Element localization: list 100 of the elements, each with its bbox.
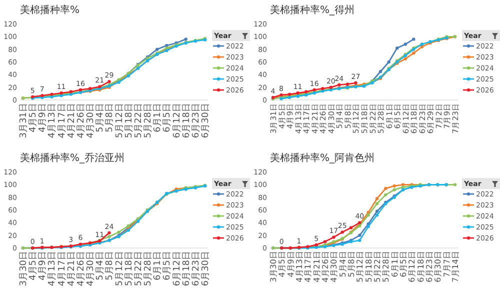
x-tick-label: 4月13日: [48, 251, 58, 286]
point: [412, 52, 416, 55]
x-tick-label: 5月4日: [96, 103, 106, 132]
point: [117, 230, 120, 234]
x-tick-label: 5月8日: [347, 251, 356, 278]
point: [354, 81, 358, 84]
x-tick-label: 4月26日: [76, 103, 86, 138]
x-tick-label: 6月5日: [162, 251, 173, 280]
chart-title: 美棉播种率%_得州: [270, 4, 355, 16]
point: [375, 202, 379, 206]
point: [366, 224, 370, 228]
x-tick-label: 6月30日: [434, 251, 443, 282]
x-tick-label: 6月12日: [408, 251, 417, 282]
chart-title: 美棉播种率%_阿肯色州: [270, 152, 375, 164]
x-tick-label: 7月7日: [442, 251, 452, 278]
x-tick-label: 4月30日: [86, 103, 96, 138]
x-tick-label: 5月22日: [134, 103, 144, 138]
x-tick-label: 5月18日: [124, 103, 134, 138]
chart-title: 美棉播种率%_乔治亚州: [20, 152, 125, 164]
point: [366, 213, 370, 217]
point: [108, 80, 111, 84]
x-tick-label: 6月18日: [182, 103, 192, 138]
point: [358, 238, 362, 242]
x-tick-label: 4月17日: [57, 251, 68, 286]
x-tick-label: 4月26日: [321, 251, 330, 282]
point: [378, 70, 382, 74]
x-tick-label: 4月30日: [330, 251, 339, 282]
x-tick-label: 6月18日: [416, 251, 426, 282]
point: [395, 46, 399, 50]
point: [338, 83, 341, 86]
point: [156, 48, 159, 51]
x-tick-label: 5月12日: [356, 251, 365, 282]
point: [346, 82, 350, 86]
x-tick-label: 3月30日: [19, 251, 29, 286]
x-tick-label: 6月1日: [390, 251, 400, 278]
x-tick-label: 4月13日: [295, 251, 304, 282]
x-tick-label: 6月1日: [153, 251, 164, 280]
x-tick-label: 4月9日: [286, 251, 296, 278]
x-tick-label: 5月22日: [134, 251, 144, 286]
point: [332, 236, 336, 239]
point: [384, 186, 388, 190]
x-tick-label: 4月9日: [38, 251, 48, 280]
point: [184, 38, 188, 41]
point: [401, 186, 405, 189]
point: [323, 240, 327, 244]
x-tick-label: 4月9日: [38, 103, 48, 132]
x-tick-label: 4月26日: [76, 251, 86, 286]
x-tick-label: 4月13日: [48, 103, 58, 138]
x-tick-label: 4月5日: [28, 103, 39, 132]
x-tick-label: 6月23日: [191, 103, 202, 138]
x-tick-label: 3月30日: [269, 251, 278, 282]
point: [404, 42, 407, 46]
point: [412, 38, 416, 41]
point: [108, 231, 111, 234]
point: [453, 183, 457, 186]
point: [384, 193, 388, 196]
x-tick-label: 4月21日: [312, 251, 322, 282]
x-tick-label: 6月12日: [172, 251, 182, 286]
x-tick-label: 5月18日: [364, 251, 374, 282]
x-tick-label: 6月30日: [201, 251, 211, 286]
point: [401, 183, 405, 186]
point: [165, 44, 168, 48]
x-tick-label: 6月5日: [162, 103, 173, 132]
point: [349, 226, 353, 230]
point: [392, 188, 396, 192]
x-tick-label: 7月14日: [451, 251, 460, 282]
point: [392, 184, 396, 188]
x-tick-label: 5月28日: [144, 251, 154, 286]
point: [375, 213, 379, 217]
x-tick-label: 5月4日: [96, 251, 106, 280]
x-tick-label: 4月5日: [278, 251, 287, 278]
point: [375, 210, 379, 213]
x-tick-label: 5月8日: [105, 103, 116, 132]
x-tick-label: 6月1日: [153, 103, 164, 132]
x-tick-label: 4月17日: [304, 251, 313, 282]
x-tick-label: 6月23日: [425, 251, 434, 282]
x-tick-label: 5月8日: [105, 251, 116, 280]
point: [340, 230, 344, 234]
x-tick-label: 4月17日: [57, 103, 68, 138]
x-tick-label: 5月18日: [124, 251, 134, 286]
chart-title: 美棉播种率%: [20, 4, 80, 16]
x-tick-label: 6月30日: [201, 103, 211, 138]
x-tick-label: 4月5日: [28, 251, 39, 280]
point: [404, 57, 407, 60]
x-tick-label: 4月30日: [86, 251, 96, 286]
point: [375, 197, 379, 200]
x-tick-label: 6月23日: [191, 251, 202, 286]
x-tick-label: 5月12日: [114, 103, 125, 138]
point: [358, 234, 362, 237]
x-tick-label: 5月22日: [373, 251, 382, 282]
x-tick-label: 5月4日: [338, 251, 348, 278]
x-tick-label: 3月31日: [19, 103, 29, 138]
point: [108, 235, 111, 238]
point: [387, 60, 390, 64]
line-series: [280, 221, 362, 250]
x-tick-label: 5月28日: [144, 103, 154, 138]
x-tick-label: 5月28日: [382, 251, 391, 282]
x-tick-label: 6月12日: [172, 103, 182, 138]
x-tick-label: 6月18日: [182, 251, 192, 286]
x-tick-label: 4月21日: [66, 103, 77, 138]
